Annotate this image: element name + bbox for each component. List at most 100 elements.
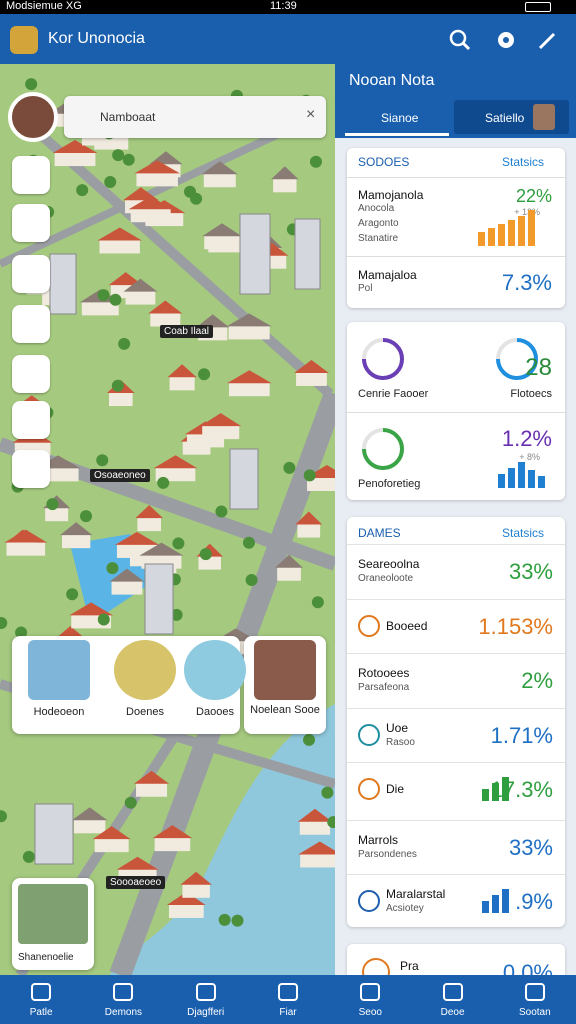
nav-icon[interactable] (278, 983, 298, 1001)
row-delta: + 13% (514, 207, 540, 217)
row-sub: Stanatire (358, 233, 399, 244)
house-roof (294, 359, 329, 373)
map-tool[interactable] (12, 255, 50, 293)
nav-icon[interactable] (31, 983, 52, 1001)
mini-bar (502, 889, 509, 913)
card-link[interactable]: Statsics (502, 526, 545, 540)
row-name: Die (386, 782, 405, 796)
tree (80, 510, 93, 523)
tree (242, 536, 255, 549)
nav-label[interactable]: Patle (29, 1007, 53, 1018)
map-card-label[interactable]: Doenes (126, 706, 164, 718)
nav-icon[interactable] (524, 983, 545, 1001)
row-sub: Anocola (358, 203, 395, 214)
row-name: Pra (400, 959, 419, 973)
metric-label: Cenrie Faooer (358, 388, 429, 400)
map-card-label[interactable]: Hodeoeon (33, 706, 85, 718)
map[interactable] (0, 64, 335, 975)
metric-label: Flotoecs (510, 388, 552, 400)
house-wall (299, 820, 331, 835)
nav-label[interactable]: Seoo (358, 1007, 382, 1018)
map-label: Coab Ilaal (160, 325, 214, 338)
search-clear: × (306, 106, 316, 123)
nav-icon[interactable] (113, 983, 134, 1001)
house-roof (92, 826, 131, 840)
nav-label[interactable]: Deoe (440, 1007, 465, 1018)
house-wall (277, 566, 301, 581)
map-card-label[interactable]: Daooes (196, 706, 234, 718)
divider (347, 412, 565, 413)
tower (239, 213, 271, 295)
tab-avatar (533, 104, 555, 130)
nav-label[interactable]: Demons (104, 1007, 143, 1018)
tree (25, 78, 38, 91)
tree (66, 588, 79, 601)
house-roof (297, 808, 333, 822)
mini-bar (518, 216, 525, 246)
tab-active[interactable] (345, 102, 449, 136)
tree (111, 379, 124, 392)
nav-icon[interactable] (442, 983, 463, 1001)
nav-icon[interactable] (195, 983, 216, 1001)
house-wall (111, 580, 143, 595)
edit-icon[interactable] (538, 32, 556, 50)
avatar[interactable] (8, 92, 58, 142)
nav-label[interactable]: Fiar (279, 1007, 297, 1018)
search-icon[interactable] (449, 29, 467, 47)
house-wall (125, 290, 156, 305)
house-roof (166, 891, 206, 905)
mini-bar (478, 232, 485, 246)
tree (199, 548, 212, 561)
map-tool[interactable] (12, 204, 50, 242)
house-wall (45, 507, 69, 522)
house-roof (108, 272, 143, 286)
house-roof (97, 227, 142, 241)
tree (170, 608, 183, 621)
map-card-image (184, 640, 246, 700)
map-card-image (114, 640, 176, 700)
tree (96, 454, 109, 467)
map-tool[interactable] (12, 450, 50, 488)
house-roof (196, 314, 230, 328)
row-icon (358, 614, 380, 637)
tower (49, 253, 77, 315)
tree (311, 596, 324, 609)
mini-bar (528, 470, 535, 488)
clock: 11:39 (270, 0, 297, 12)
header-icons (449, 29, 556, 51)
map-tool[interactable] (12, 305, 50, 343)
card-link[interactable]: Statsics (502, 155, 545, 169)
row-sub: Rasoo (386, 736, 415, 748)
map-tool[interactable] (12, 156, 50, 194)
row-value: 1.153% (478, 613, 553, 639)
house-roof (152, 825, 193, 839)
panel-title: Nooan Nota (349, 72, 435, 89)
nav-icon[interactable] (360, 983, 381, 1001)
search-bar[interactable] (64, 96, 326, 138)
house-roof (135, 505, 163, 519)
row-sub: Parsafeona (358, 682, 410, 693)
house-roof (200, 413, 242, 427)
map-card-label[interactable]: Noelean Sooe (250, 704, 320, 716)
mini-bar (508, 220, 515, 246)
map-tool[interactable] (12, 401, 50, 439)
card-title: DAMES (358, 526, 401, 540)
divider (347, 653, 565, 654)
tree (309, 155, 322, 168)
mini-bar (492, 783, 499, 801)
card (347, 322, 565, 500)
house-roof (69, 602, 114, 616)
house-roof (167, 364, 197, 378)
house-wall (94, 838, 129, 853)
house-roof (295, 511, 323, 525)
tree (109, 293, 122, 306)
settings-hole (503, 37, 509, 43)
house-roof (128, 196, 173, 210)
tree (245, 574, 258, 587)
map-tool[interactable] (12, 355, 50, 393)
house-roof (52, 140, 98, 154)
nav-label[interactable]: Djagfferi (187, 1007, 225, 1018)
gauge (362, 338, 404, 380)
map-label: Osoaeoneo (90, 469, 150, 482)
nav-label[interactable]: Sootan (518, 1007, 551, 1018)
